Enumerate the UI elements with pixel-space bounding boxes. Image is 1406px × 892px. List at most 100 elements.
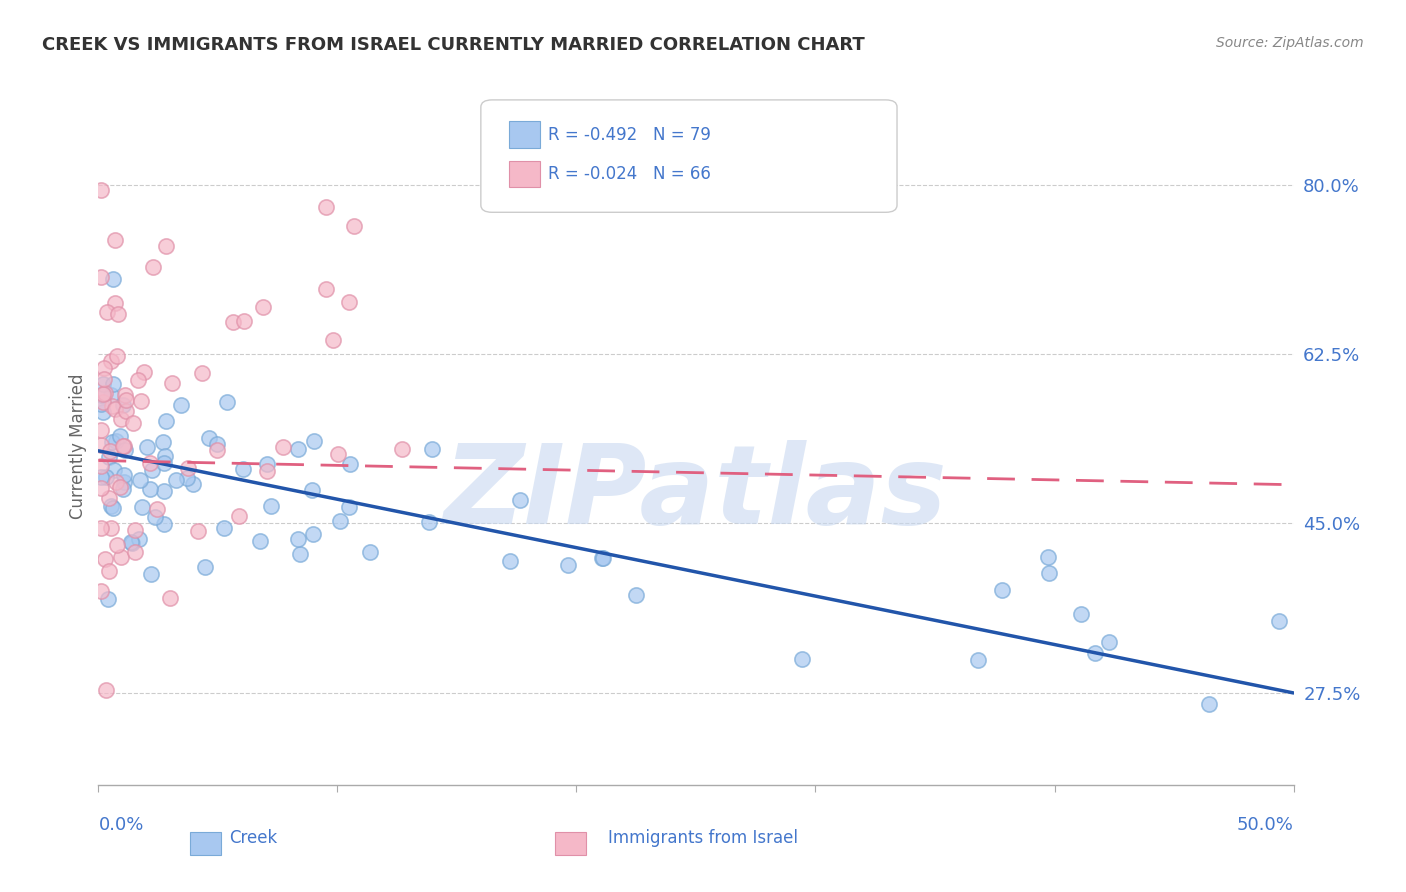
Point bbox=[228, 509, 250, 524]
Point bbox=[115, 393, 138, 408]
Point bbox=[112, 439, 135, 453]
Point bbox=[343, 219, 366, 234]
Point bbox=[337, 295, 360, 310]
Point bbox=[107, 308, 129, 322]
Point bbox=[232, 314, 254, 328]
Point bbox=[304, 434, 326, 448]
Point bbox=[90, 423, 112, 437]
Point bbox=[98, 450, 121, 464]
Point bbox=[256, 464, 278, 478]
Point bbox=[326, 446, 349, 460]
Point bbox=[139, 567, 162, 582]
Point bbox=[222, 315, 245, 329]
Point bbox=[101, 434, 124, 449]
Text: CREEK VS IMMIGRANTS FROM ISRAEL CURRENTLY MARRIED CORRELATION CHART: CREEK VS IMMIGRANTS FROM ISRAEL CURRENTL… bbox=[42, 36, 865, 54]
Point bbox=[1268, 614, 1291, 628]
Point bbox=[141, 463, 163, 477]
Point bbox=[155, 414, 177, 428]
Text: 0.0%: 0.0% bbox=[98, 816, 143, 834]
Point bbox=[101, 272, 124, 286]
Point bbox=[153, 517, 176, 532]
Point bbox=[90, 521, 112, 535]
Point bbox=[110, 412, 132, 426]
Point bbox=[359, 545, 381, 559]
Point bbox=[329, 514, 352, 528]
Point bbox=[790, 652, 813, 666]
Point bbox=[105, 538, 128, 552]
Point bbox=[1070, 607, 1092, 621]
Point bbox=[108, 480, 131, 494]
Point bbox=[101, 500, 124, 515]
Point bbox=[100, 499, 122, 513]
Point bbox=[112, 398, 135, 412]
Point bbox=[159, 591, 181, 605]
Point bbox=[132, 365, 155, 379]
Point bbox=[131, 500, 153, 514]
Point bbox=[90, 458, 112, 473]
Text: R = -0.024   N = 66: R = -0.024 N = 66 bbox=[548, 165, 711, 183]
Point bbox=[94, 385, 117, 400]
Point bbox=[194, 559, 217, 574]
Point bbox=[101, 376, 124, 391]
Point bbox=[212, 521, 235, 535]
Point bbox=[120, 535, 142, 549]
Point bbox=[259, 499, 281, 513]
Point bbox=[205, 437, 228, 451]
Point bbox=[1198, 697, 1220, 711]
Point bbox=[557, 558, 579, 572]
Point bbox=[155, 239, 177, 253]
Text: Source: ZipAtlas.com: Source: ZipAtlas.com bbox=[1216, 36, 1364, 50]
Point bbox=[624, 588, 647, 602]
Point bbox=[287, 442, 309, 457]
Point bbox=[1098, 635, 1121, 649]
Point bbox=[287, 532, 309, 546]
Point bbox=[108, 429, 131, 443]
Point bbox=[1036, 550, 1059, 565]
Point bbox=[94, 552, 117, 566]
Point bbox=[252, 301, 274, 315]
Point bbox=[418, 516, 440, 530]
Point bbox=[160, 376, 183, 390]
Point bbox=[181, 477, 204, 491]
Point bbox=[152, 435, 174, 450]
Text: ZIPatlas: ZIPatlas bbox=[444, 440, 948, 547]
Point bbox=[115, 404, 138, 418]
Point bbox=[114, 467, 136, 482]
Point bbox=[165, 473, 187, 487]
Text: Creek: Creek bbox=[229, 829, 277, 847]
Point bbox=[104, 233, 127, 247]
Point bbox=[90, 387, 112, 401]
Text: 50.0%: 50.0% bbox=[1237, 816, 1294, 834]
Point bbox=[339, 457, 361, 471]
Point bbox=[191, 366, 214, 380]
Point bbox=[90, 438, 112, 452]
Point bbox=[315, 283, 337, 297]
Point bbox=[114, 475, 136, 490]
Point bbox=[112, 439, 135, 453]
Point bbox=[91, 395, 114, 409]
Point bbox=[129, 393, 152, 408]
Point bbox=[100, 399, 122, 413]
Point bbox=[143, 510, 166, 524]
Point bbox=[122, 417, 145, 431]
Point bbox=[110, 550, 132, 565]
Point bbox=[1084, 647, 1107, 661]
Point bbox=[141, 260, 163, 275]
Point bbox=[105, 349, 128, 363]
Point bbox=[90, 397, 112, 411]
Point bbox=[124, 545, 146, 559]
Point bbox=[155, 449, 177, 463]
Point bbox=[146, 502, 169, 516]
Point bbox=[91, 387, 114, 401]
Point bbox=[90, 470, 112, 484]
Point bbox=[591, 551, 613, 566]
Point bbox=[127, 373, 149, 387]
Point bbox=[138, 456, 160, 470]
Point bbox=[100, 354, 122, 368]
Point bbox=[93, 371, 115, 385]
Point bbox=[128, 533, 150, 547]
Point bbox=[288, 547, 311, 561]
Point bbox=[93, 361, 115, 376]
Point bbox=[592, 550, 614, 565]
Point bbox=[256, 458, 278, 472]
